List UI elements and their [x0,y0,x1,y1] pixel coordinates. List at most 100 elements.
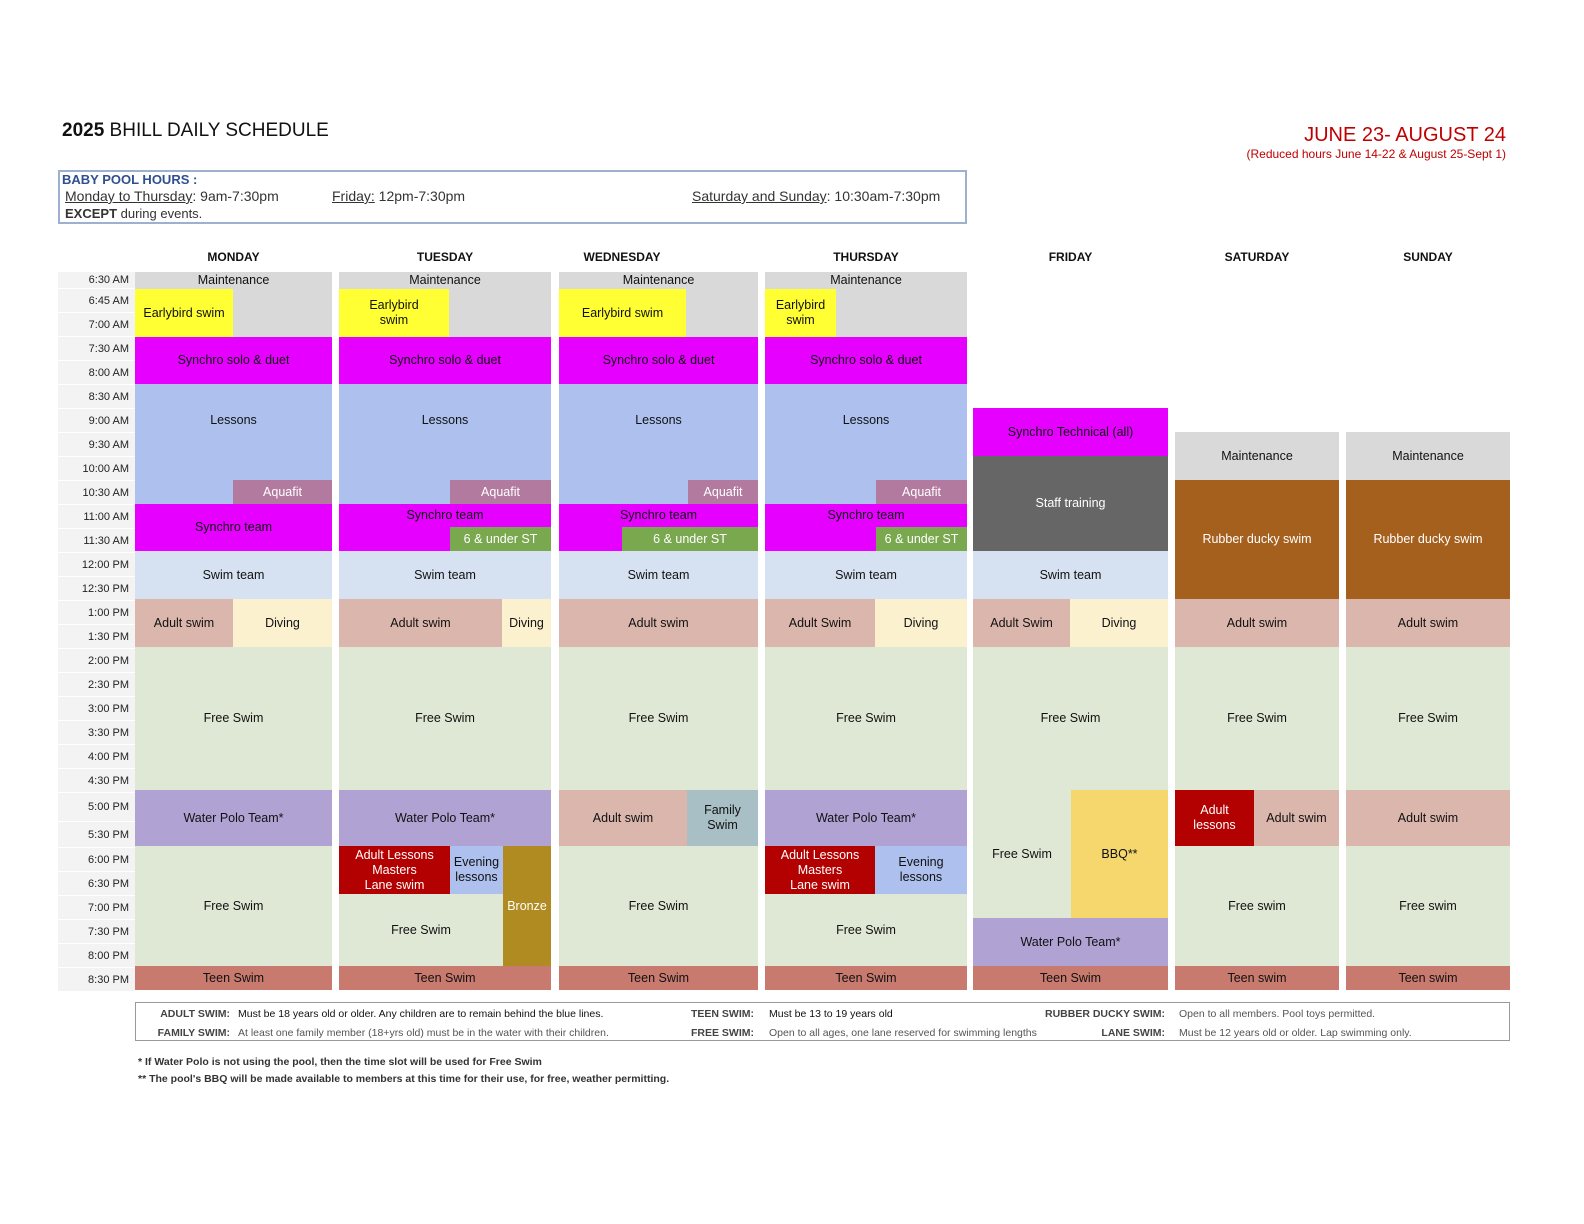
time-label: 1:00 PM [58,601,135,625]
block-earlybird-swim: Earlybird swim [135,289,233,337]
block-lessons-fill [135,456,332,480]
time-label: 8:00 AM [58,361,135,385]
block-teen-swim: Teen Swim [135,966,332,990]
block-earlybird-swim: Earlybird swim [559,289,686,337]
block-maintenance: Maintenance [1346,432,1510,480]
block-rubber-ducky-swim: Rubber ducky swim [1346,480,1510,599]
baby-pool-except: EXCEPT during events. [65,206,203,221]
block-maintenance-fill [686,289,758,337]
block-synchro-team-fill [559,527,622,551]
block-free-swim: Free Swim [973,790,1071,918]
block-water-polo: Water Polo Team* [765,790,967,846]
block-adult-swim: Adult Swim [765,599,875,647]
time-label: 8:30 AM [58,385,135,409]
block-teen-swim: Teen Swim [339,966,551,990]
block-aquafit: Aquafit [876,480,967,504]
block-family-swim: Family Swim [687,790,758,846]
block-lessons-fill [765,480,876,504]
time-label: 2:00 PM [58,649,135,673]
legend-key-adult-swim: ADULT SWIM: [160,1008,230,1020]
block-free-swim: Free Swim [973,647,1168,790]
time-label: 4:00 PM [58,745,135,769]
time-label: 10:30 AM [58,481,135,505]
time-label: 8:30 PM [58,968,135,992]
time-label: 12:30 PM [58,577,135,601]
time-label: 7:30 PM [58,920,135,944]
block-synchro-solo-duet: Synchro solo & duet [559,337,758,384]
block-free-swim: Free Swim [559,846,758,966]
block-lessons-fill [559,456,758,480]
block-diving: Diving [502,599,551,647]
block-earlybird-swim: Earlybird swim [765,289,836,337]
block-free-swim: Free Swim [339,647,551,790]
block-free-swim: Free swim [1346,846,1510,966]
block-adult-swim: Adult swim [559,599,758,647]
time-column: 6:30 AM 6:45 AM 7:00 AM 7:30 AM 8:00 AM … [58,272,135,992]
block-evening-lessons: Evening lessons [450,846,503,894]
block-adult-swim: Adult swim [1346,599,1510,647]
block-synchro-solo-duet: Synchro solo & duet [135,337,332,384]
block-maintenance: Maintenance [1175,432,1339,480]
block-diving: Diving [1070,599,1168,647]
baby-pool-box [58,170,967,224]
block-aquafit: Aquafit [688,480,758,504]
block-lessons: Lessons [559,384,758,456]
legend-value-family-swim: At least one family member (18+yrs old) … [238,1027,609,1039]
block-teen-swim: Teen swim [1346,966,1510,990]
block-maintenance-fill [449,289,551,337]
block-adult-swim: Adult swim [1175,599,1339,647]
block-bbq: BBQ** [1071,790,1168,918]
time-label: 6:00 PM [58,848,135,872]
legend-key-free-swim: FREE SWIM: [691,1027,754,1039]
block-lessons: Lessons [339,384,551,456]
block-synchro-team: Synchro team [135,504,332,551]
time-label: 7:30 AM [58,337,135,361]
legend-key-lane-swim: LANE SWIM: [1101,1027,1165,1039]
block-free-swim: Free swim [1175,846,1339,966]
baby-pool-friday: Friday: 12pm-7:30pm [332,188,466,204]
block-maintenance: Maintenance [135,272,332,289]
block-free-swim: Free Swim [1175,647,1339,790]
time-label: 8:00 PM [58,944,135,968]
time-label: 1:30 PM [58,625,135,649]
block-free-swim: Free Swim [559,647,758,790]
block-teen-swim: Teen Swim [765,966,967,990]
time-label: 4:30 PM [58,769,135,793]
block-aquafit: Aquafit [450,480,551,504]
legend-value-free-swim: Open to all ages, one lane reserved for … [769,1027,1037,1039]
block-earlybird-swim: Earlybird swim [339,289,449,337]
block-bronze: Bronze [503,846,551,966]
footnote-bbq: ** The pool's BBQ will be made available… [138,1073,670,1085]
time-label: 6:45 AM [58,289,135,313]
block-free-swim: Free Swim [765,894,967,966]
block-adult-swim: Adult Swim [973,599,1070,647]
block-teen-swim: Teen swim [1175,966,1339,990]
block-swim-team: Swim team [765,551,967,599]
block-adult-swim: Adult swim [135,599,233,647]
block-adult-lessons-masters: Adult Lessons Masters Lane swim [765,846,875,894]
block-six-under-st: 6 & under ST [450,527,551,551]
day-header-wednesday: WEDNESDAY [583,250,661,264]
block-synchro-technical: Synchro Technical (all) [973,408,1168,456]
block-free-swim: Free Swim [1346,647,1510,790]
block-free-swim: Free Swim [135,846,332,966]
block-evening-lessons: Evening lessons [875,846,967,894]
legend-key-rubber-ducky: RUBBER DUCKY SWIM: [1045,1008,1165,1020]
block-synchro-solo-duet: Synchro solo & duet [339,337,551,384]
day-header-sunday: SUNDAY [1403,250,1453,264]
block-teen-swim: Teen Swim [973,966,1168,990]
block-maintenance-fill [233,289,332,337]
time-label: 11:00 AM [58,505,135,529]
block-water-polo: Water Polo Team* [339,790,551,846]
block-lessons-fill [339,480,450,504]
block-rubber-ducky-swim: Rubber ducky swim [1175,480,1339,599]
time-label: 3:00 PM [58,697,135,721]
day-header-thursday: THURSDAY [833,250,899,264]
block-swim-team: Swim team [559,551,758,599]
block-maintenance: Maintenance [339,272,551,289]
block-diving: Diving [233,599,332,647]
day-header-tuesday: TUESDAY [416,250,474,264]
legend-value-rubber-ducky: Open to all members. Pool toys permitted… [1179,1008,1376,1020]
legend-value-lane-swim: Must be 12 years old or older. Lap swimm… [1179,1027,1412,1039]
legend-box: ADULT SWIM: Must be 18 years old or olde… [135,1002,1510,1041]
